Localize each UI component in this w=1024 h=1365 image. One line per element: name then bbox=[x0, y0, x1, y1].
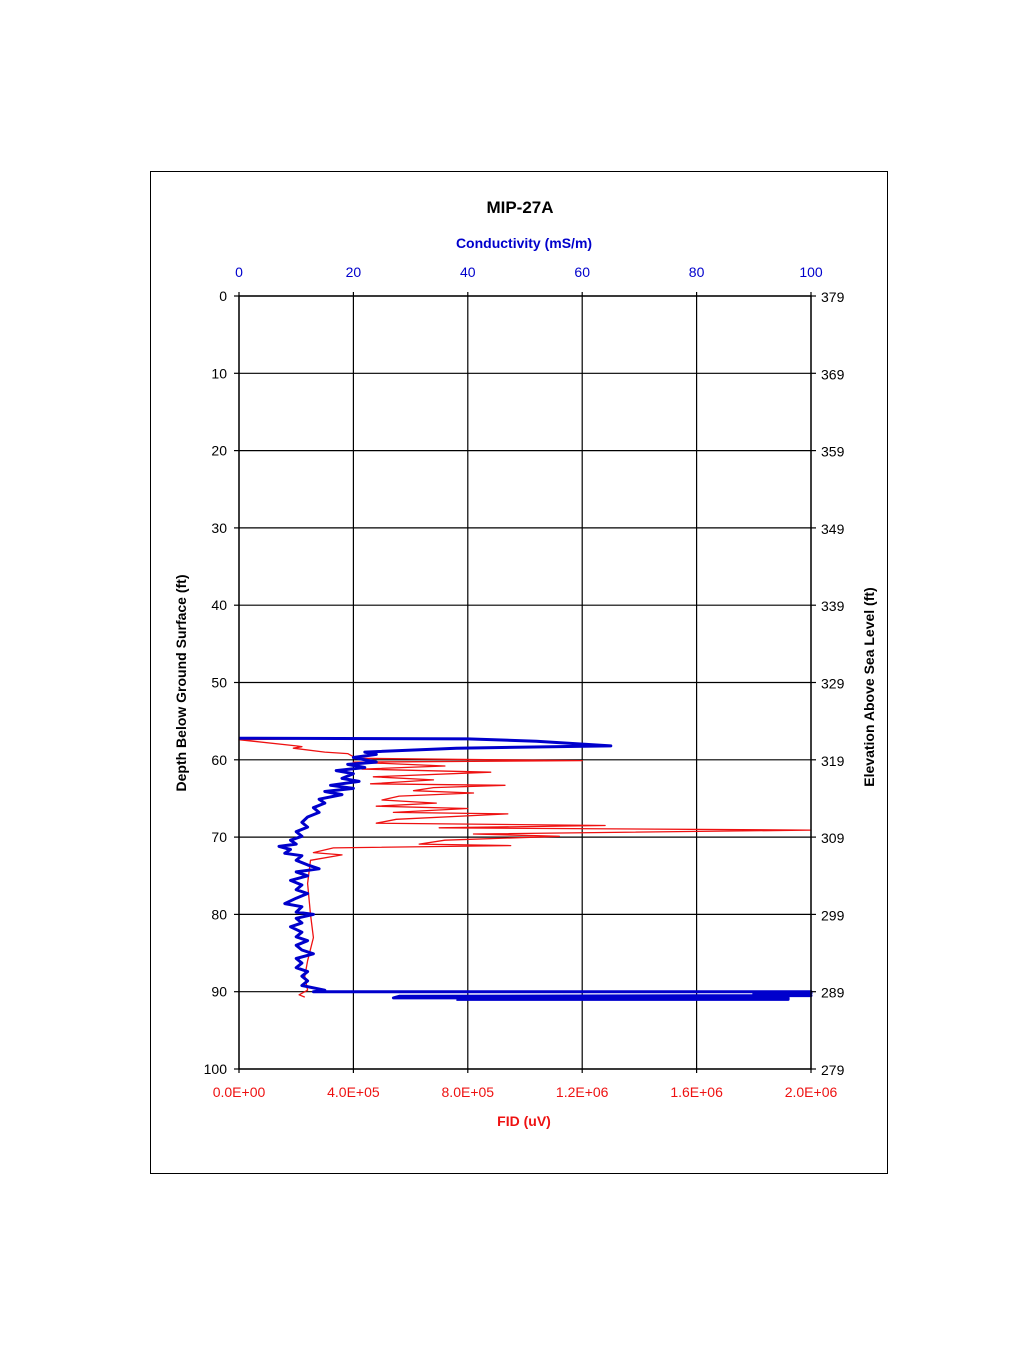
bottom-tick-label: 1.6E+06 bbox=[670, 1084, 723, 1100]
bottom-tick-label: 0.0E+00 bbox=[213, 1084, 266, 1100]
left-tick-label: 30 bbox=[211, 520, 227, 536]
right-tick-label: 369 bbox=[821, 366, 845, 382]
left-tick-label: 10 bbox=[211, 365, 227, 381]
left-tick-label: 60 bbox=[211, 752, 227, 768]
left-tick-label: 70 bbox=[211, 829, 227, 845]
right-tick-label: 289 bbox=[821, 985, 845, 1001]
right-tick-label: 279 bbox=[821, 1062, 845, 1078]
top-axis-label: Conductivity (mS/m) bbox=[456, 235, 592, 251]
top-tick-label: 20 bbox=[346, 264, 362, 280]
right-tick-label: 309 bbox=[821, 830, 845, 846]
top-tick-label: 40 bbox=[460, 264, 476, 280]
right-tick-label: 349 bbox=[821, 521, 845, 537]
left-tick-label: 40 bbox=[211, 597, 227, 613]
tick-labels: 0 379 10 369 20 359 30 349 40 339 50 329 60 319 70 309 8… bbox=[204, 264, 845, 1100]
left-axis-label: Depth Below Ground Surface (ft) bbox=[173, 575, 189, 792]
chart-title: MIP-27A bbox=[486, 198, 553, 217]
bottom-tick-label: 2.0E+06 bbox=[785, 1084, 838, 1100]
right-tick-label: 339 bbox=[821, 598, 845, 614]
right-tick-label: 329 bbox=[821, 676, 845, 692]
conductivity-series-line bbox=[238, 736, 813, 1001]
fid-series-line bbox=[238, 737, 812, 998]
left-tick-label: 80 bbox=[211, 906, 227, 922]
grid bbox=[238, 295, 812, 1070]
right-axis-label: Elevation Above Sea Level (ft) bbox=[861, 587, 877, 786]
chart-frame bbox=[150, 171, 888, 1174]
left-tick-label: 20 bbox=[211, 443, 227, 459]
bottom-tick-label: 8.0E+05 bbox=[442, 1084, 495, 1100]
left-tick-label: 100 bbox=[204, 1061, 228, 1077]
right-tick-label: 379 bbox=[821, 289, 845, 305]
right-tick-label: 299 bbox=[821, 907, 845, 923]
left-tick-label: 0 bbox=[219, 288, 227, 304]
right-tick-label: 359 bbox=[821, 444, 845, 460]
bottom-tick-label: 4.0E+05 bbox=[327, 1084, 380, 1100]
axes bbox=[234, 292, 816, 1073]
top-tick-label: 80 bbox=[689, 264, 705, 280]
series-layer bbox=[238, 736, 813, 1001]
top-tick-label: 0 bbox=[235, 264, 243, 280]
right-tick-label: 319 bbox=[821, 753, 845, 769]
plot-area-border bbox=[238, 295, 812, 1070]
bottom-axis-label: FID (uV) bbox=[497, 1113, 551, 1129]
top-tick-label: 100 bbox=[799, 264, 823, 280]
bottom-tick-label: 1.2E+06 bbox=[556, 1084, 609, 1100]
left-tick-label: 50 bbox=[211, 675, 227, 691]
left-tick-label: 90 bbox=[211, 984, 227, 1000]
top-tick-label: 60 bbox=[574, 264, 590, 280]
